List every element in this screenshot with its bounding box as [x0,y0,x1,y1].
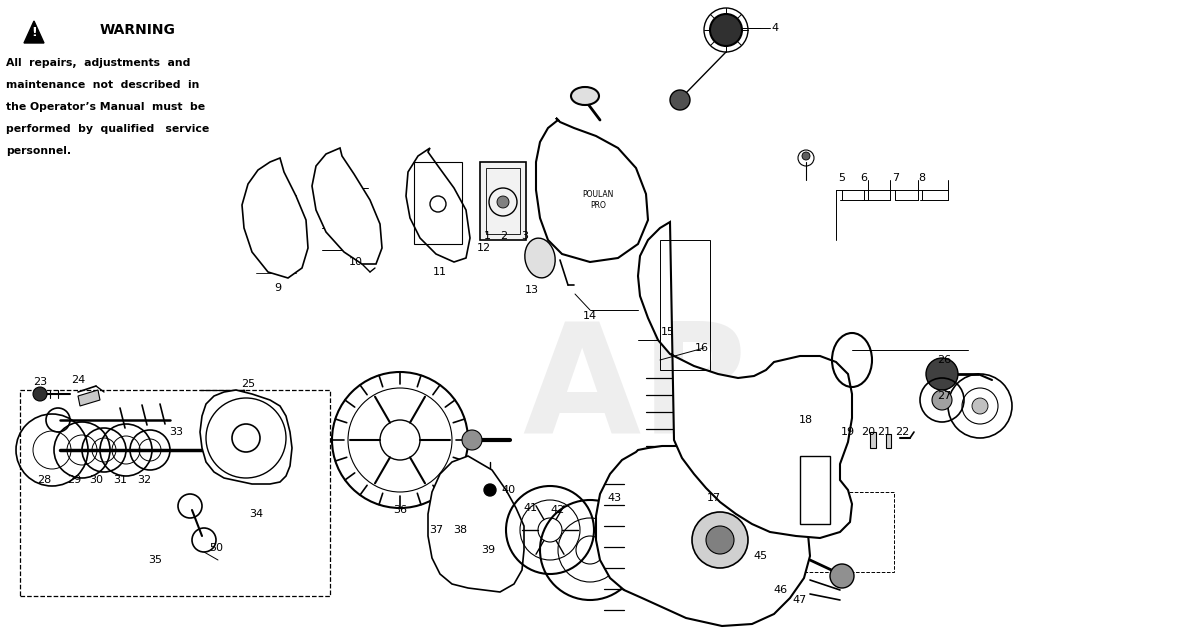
Text: personnel.: personnel. [6,146,71,156]
Text: 50: 50 [209,543,223,553]
Text: 23: 23 [32,377,47,387]
Text: AR: AR [522,316,758,464]
Text: 37: 37 [428,525,443,535]
Text: maintenance  not  described  in: maintenance not described in [6,80,199,90]
Text: 7: 7 [893,173,900,183]
Text: 9: 9 [275,283,282,293]
Text: 28: 28 [37,475,52,485]
Text: the Operator’s Manual  must  be: the Operator’s Manual must be [6,102,205,112]
Text: 11: 11 [433,267,446,277]
Text: 17: 17 [707,493,721,503]
Bar [660,240,710,370]
Text: 10: 10 [349,257,364,267]
Text: 38: 38 [452,525,467,535]
Bar [804,492,894,572]
Text: 16: 16 [695,343,709,353]
Text: 30: 30 [89,475,103,485]
Text: All  repairs,  adjustments  and: All repairs, adjustments and [6,58,191,68]
Bar [414,162,462,244]
Circle shape [34,387,47,401]
Polygon shape [312,148,382,264]
Text: 33: 33 [169,427,182,437]
Text: 4: 4 [772,23,779,33]
Bar [480,162,526,240]
Text: POULAN
PRO: POULAN PRO [582,190,613,210]
Ellipse shape [571,87,599,105]
Text: 39: 39 [481,545,496,555]
Polygon shape [536,118,648,262]
Text: 26: 26 [937,355,952,365]
Text: 19: 19 [841,427,856,437]
Text: 36: 36 [394,505,407,515]
Text: 40: 40 [500,485,515,495]
Circle shape [692,512,748,568]
Text: 21: 21 [877,427,892,437]
Circle shape [462,430,482,450]
Text: 45: 45 [752,551,767,561]
Text: 15: 15 [661,327,674,337]
Circle shape [670,90,690,110]
Polygon shape [24,21,44,43]
Text: 42: 42 [551,505,565,515]
Circle shape [706,526,734,554]
Circle shape [926,358,958,390]
Text: 8: 8 [918,173,925,183]
Circle shape [972,398,988,414]
Circle shape [802,152,810,160]
Text: 46: 46 [773,585,787,595]
Polygon shape [886,434,890,448]
Text: 6: 6 [860,173,868,183]
Text: 1: 1 [484,231,491,241]
Text: WARNING: WARNING [100,23,176,37]
Text: 32: 32 [137,475,151,485]
Text: 3: 3 [522,231,528,241]
Polygon shape [242,158,308,278]
Text: 2: 2 [500,231,508,241]
Bar [486,168,520,234]
Text: 34: 34 [248,509,263,519]
Polygon shape [870,432,876,448]
Text: 41: 41 [523,503,538,513]
Polygon shape [638,222,852,538]
Polygon shape [230,394,252,410]
Text: 31: 31 [113,475,127,485]
Text: 14: 14 [583,311,598,321]
Text: 29: 29 [67,475,82,485]
Ellipse shape [524,238,556,278]
Text: performed  by  qualified   service: performed by qualified service [6,124,209,134]
Text: 22: 22 [895,427,910,437]
Circle shape [497,196,509,208]
Bar [20,390,330,596]
Text: 20: 20 [860,427,875,437]
Text: 5: 5 [839,173,846,183]
Text: 27: 27 [937,391,952,401]
Circle shape [484,484,496,496]
Text: 24: 24 [71,375,85,385]
Polygon shape [428,456,524,592]
Circle shape [710,14,742,46]
Bar [800,456,830,524]
Text: !: ! [31,25,37,38]
Bar [800,456,830,524]
Text: 13: 13 [526,285,539,295]
Circle shape [830,564,854,588]
Polygon shape [596,446,810,626]
Text: 35: 35 [148,555,162,565]
Text: 12: 12 [476,243,491,253]
Text: 43: 43 [607,493,622,503]
Text: 18: 18 [799,415,814,425]
Circle shape [932,390,952,410]
Polygon shape [406,148,470,262]
Text: 47: 47 [793,595,808,605]
Polygon shape [78,390,100,406]
Text: 25: 25 [241,379,256,389]
Polygon shape [200,390,292,484]
